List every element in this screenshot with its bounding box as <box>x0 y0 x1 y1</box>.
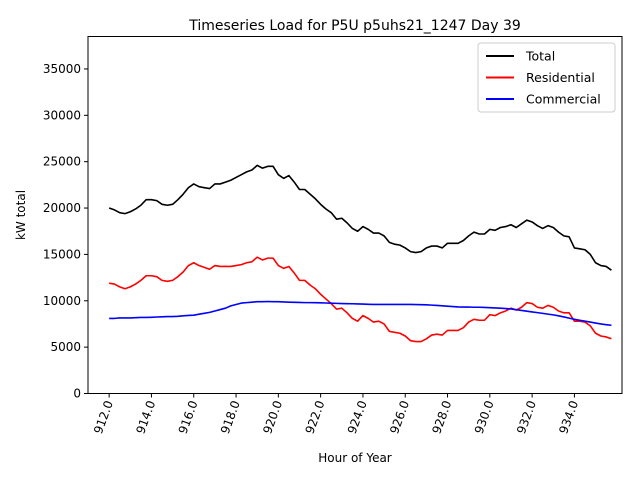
x-axis-label: Hour of Year <box>318 451 392 465</box>
y-tick-label: 25000 <box>43 155 81 169</box>
y-tick-label: 10000 <box>43 294 81 308</box>
series-line-residential <box>109 256 612 343</box>
legend-label-residential: Residential <box>526 70 595 85</box>
legend-box <box>477 42 616 113</box>
y-tick-label: 30000 <box>43 108 81 122</box>
y-axis-label: kW total <box>14 190 28 240</box>
y-tick-label: 15000 <box>43 247 81 261</box>
y-tick-label: 20000 <box>43 201 81 215</box>
legend-label-total: Total <box>525 49 555 64</box>
series-layer <box>108 164 612 343</box>
y-tick-label: 0 <box>73 387 81 401</box>
series-line-commercial <box>109 300 612 327</box>
legend-label-commercial: Commercial <box>526 92 601 107</box>
legend: Total Residential Commercial <box>477 42 616 113</box>
plot-frame <box>87 36 623 394</box>
y-axis: 0 5000 10000 15000 20000 25000 30000 35000 <box>43 62 88 401</box>
y-tick-label: 5000 <box>50 340 81 354</box>
y-tick-label: 35000 <box>43 62 81 76</box>
series-line-total <box>108 164 612 271</box>
chart-title: Timeseries Load for P5U p5uhs21_1247 Day… <box>188 18 521 34</box>
